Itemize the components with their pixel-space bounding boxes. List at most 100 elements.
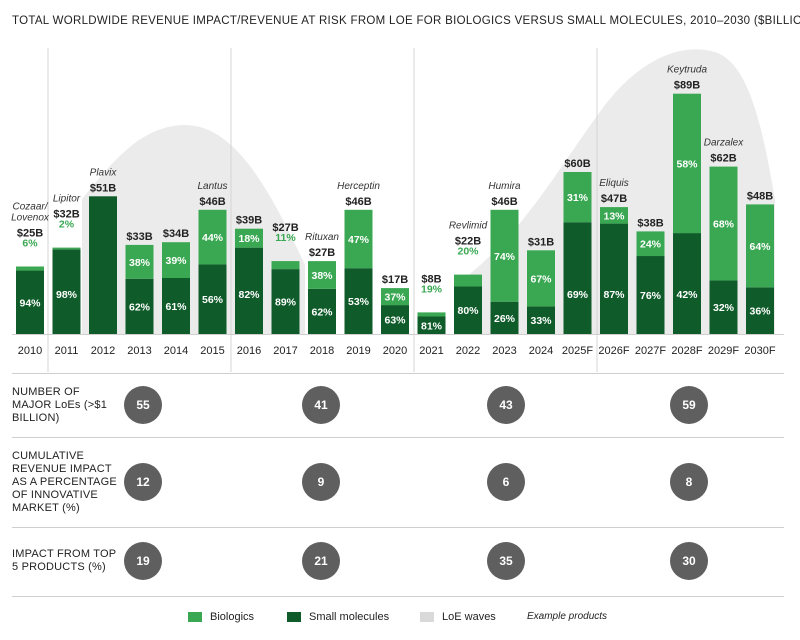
loe-waves-swatch <box>420 612 434 622</box>
x-tick-label: 2025F <box>562 345 593 357</box>
total-label: $25B <box>17 228 43 240</box>
total-label: $47B <box>601 193 627 205</box>
legend-small-molecules: Small molecules <box>287 611 389 623</box>
biologics-share-label: 47% <box>348 234 370 246</box>
biologics-share-label: 74% <box>494 251 516 263</box>
small-molecules-swatch <box>287 612 301 622</box>
bar-biologics-2019 <box>344 209 373 269</box>
total-label: $46B <box>199 196 225 208</box>
table-row-divider <box>12 527 784 528</box>
x-tick-label: 2019 <box>346 345 370 357</box>
metric-row-label: NUMBER OF MAJOR LoEs (>$1 BILLION) <box>12 385 108 424</box>
total-label: $17B <box>382 274 408 286</box>
biologics-share-label: 38% <box>311 270 333 282</box>
x-tick-label: 2017 <box>273 345 297 357</box>
bar-small-molecules-2020 <box>381 305 409 334</box>
small-molecules-share-label: 56% <box>202 294 224 306</box>
biologics-share-label: 13% <box>603 210 625 222</box>
bar-small-molecules-2021 <box>417 316 446 334</box>
x-tick-label: 2020 <box>383 345 407 357</box>
total-label: $27B <box>309 247 335 259</box>
x-tick-label: 2016 <box>237 345 261 357</box>
example-product-label: Rituxan <box>305 232 339 243</box>
bar-small-molecules-2024 <box>527 306 555 334</box>
x-tick-label: 2023 <box>492 345 516 357</box>
bar-biologics-2018 <box>308 261 336 289</box>
total-label: $27B <box>272 222 298 234</box>
biologics-swatch <box>188 612 202 622</box>
total-label: $34B <box>163 228 189 240</box>
total-label: $46B <box>345 196 371 208</box>
biologics-share-label: 18% <box>238 233 260 245</box>
total-label: $39B <box>236 215 262 227</box>
metric-value-badge: 30 <box>670 541 708 580</box>
biologics-share-label: 11% <box>275 232 296 244</box>
metric-value-badge: 9 <box>302 463 340 501</box>
bar-biologics-2029F <box>709 166 738 281</box>
bar-biologics-2011 <box>52 247 81 250</box>
x-tick-label: 2027F <box>635 345 666 357</box>
total-label: $48B <box>747 190 773 202</box>
total-label: $8B <box>421 273 441 285</box>
x-tick-label: 2024 <box>529 345 553 357</box>
metric-value-badge: 41 <box>302 386 340 424</box>
bar-biologics-2017 <box>271 261 300 270</box>
chart-title: TOTAL WORLDWIDE REVENUE IMPACT/REVENUE A… <box>12 15 800 27</box>
example-product-line: Darzalex <box>704 138 744 149</box>
example-product-line: Humira <box>488 181 521 192</box>
small-molecules-share-label: 87% <box>603 289 625 301</box>
example-product-line: Cozaar/ <box>12 202 48 213</box>
bar-small-molecules-2029F <box>709 280 738 334</box>
total-label: $46B <box>491 196 517 208</box>
metric-value-badge: 35 <box>487 541 525 580</box>
bar-small-molecules-2018 <box>308 288 336 334</box>
metric-value-badge: 59 <box>670 386 708 424</box>
example-product-label: Keytruda <box>667 65 707 76</box>
small-molecules-share-label: 82% <box>238 289 260 301</box>
bar-small-molecules-2023 <box>490 301 519 334</box>
x-tick-label: 2022 <box>456 345 480 357</box>
bar-small-molecules-2030F <box>746 287 774 334</box>
example-product-label: Lantus <box>197 181 227 192</box>
bar-small-molecules-2017 <box>271 269 300 334</box>
metric-value-badge: 8 <box>670 463 708 501</box>
biologics-share-label: 24% <box>640 239 662 251</box>
bar-small-molecules-2026F <box>600 223 628 334</box>
small-molecules-share-label: 33% <box>530 315 552 327</box>
bar-biologics-2015 <box>198 209 227 265</box>
biologics-share-label: 64% <box>749 241 771 253</box>
bar-small-molecules-2014 <box>162 278 190 334</box>
bar-biologics-2013 <box>125 244 154 279</box>
small-molecules-share-label: 76% <box>640 290 662 302</box>
table-row-divider <box>12 373 784 374</box>
small-molecules-share-label: 89% <box>275 297 297 309</box>
total-label: $32B <box>53 209 79 221</box>
total-label: $51B <box>90 182 116 194</box>
bar-small-molecules-2019 <box>344 268 373 334</box>
x-tick-label: 2013 <box>127 345 151 357</box>
example-product-line: Herceptin <box>337 181 380 192</box>
biologics-share-label: 19% <box>421 283 443 295</box>
small-molecules-share-label: 63% <box>384 315 406 327</box>
example-product-label: Darzalex <box>704 138 744 149</box>
total-label: $33B <box>126 231 152 243</box>
example-product-line: Rituxan <box>305 232 339 243</box>
legend-loe-waves-label: LoE waves <box>442 611 496 623</box>
bar-biologics-2014 <box>162 242 190 279</box>
small-molecules-share-label: 36% <box>749 306 771 318</box>
metric-value-badge: 43 <box>487 386 525 424</box>
bar-biologics-2022 <box>454 274 482 287</box>
small-molecules-share-label: 69% <box>567 289 589 301</box>
example-product-label: Cozaar/Lovenox <box>11 202 50 224</box>
bar-small-molecules-2027F <box>636 256 665 334</box>
x-tick-label: 2026F <box>598 345 629 357</box>
example-product-label: Revlimid <box>449 221 488 232</box>
biologics-share-label: 37% <box>384 292 406 304</box>
x-tick-label: 2021 <box>419 345 443 357</box>
biologics-share-label: 31% <box>567 192 589 204</box>
bar-biologics-2021 <box>417 312 446 317</box>
small-molecules-share-label: 98% <box>56 289 78 301</box>
legend-small-molecules-label: Small molecules <box>309 611 390 623</box>
total-label: $62B <box>710 153 736 165</box>
bar-small-molecules-2013 <box>125 278 154 334</box>
